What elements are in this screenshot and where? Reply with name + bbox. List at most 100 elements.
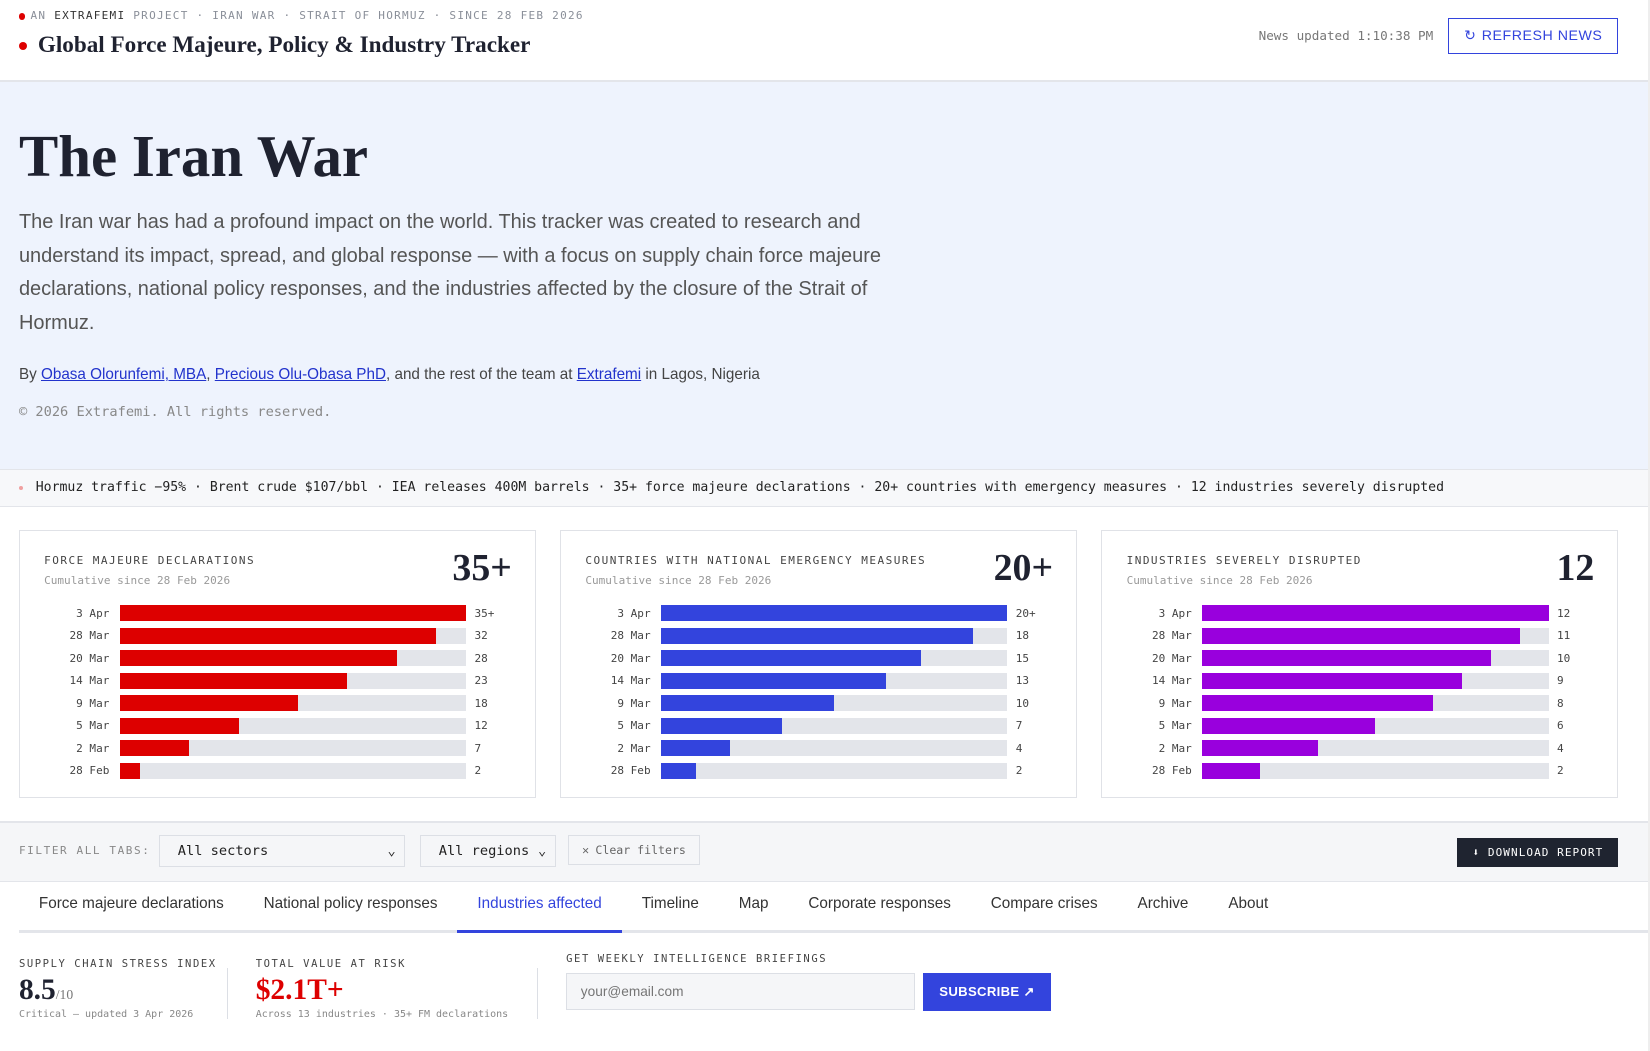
bar xyxy=(661,740,731,757)
bar xyxy=(119,695,298,712)
bar-track xyxy=(661,762,1008,779)
bar-track xyxy=(1202,717,1549,734)
intro-text: The Iran war has had a profound impact o… xyxy=(18,211,881,335)
top-bar: AN EXTRAFEMI PROJECT · IRAN WAR · STRAIT… xyxy=(0,0,1650,82)
bar-track xyxy=(661,627,1008,644)
byline: By Obasa Olorunfemi, MBA, Precious Olu-O… xyxy=(18,366,760,384)
bar-track xyxy=(1202,740,1549,757)
tab-about[interactable]: About xyxy=(1228,894,1269,912)
refresh-news-button[interactable]: ↻ REFRESH NEWS xyxy=(1448,17,1619,54)
tab-archive[interactable]: Archive xyxy=(1137,894,1189,912)
bar-value-label: 18 xyxy=(1015,629,1030,643)
chart-subtitle: Cumulative since 28 Feb 2026 xyxy=(585,574,772,588)
page-title: The Iran War xyxy=(18,122,369,189)
tab-corporate-responses[interactable]: Corporate responses xyxy=(808,894,951,912)
bar-value-label: 9 xyxy=(1556,674,1564,688)
bar-category: 28 Feb xyxy=(610,764,651,778)
tab-compare-crises[interactable]: Compare crises xyxy=(990,894,1098,912)
bar-value-label: 10 xyxy=(1556,651,1571,665)
bar xyxy=(661,762,696,779)
tab-national-policy-responses[interactable]: National policy responses xyxy=(263,894,438,912)
subscribe-label: GET WEEKLY INTELLIGENCE BRIEFINGS xyxy=(566,953,828,966)
bar-track xyxy=(661,740,1008,757)
bar-category: 14 Mar xyxy=(69,674,110,688)
org-link[interactable]: Extrafemi xyxy=(576,366,642,384)
author-link-1[interactable]: Obasa Olorunfemi, MBA xyxy=(40,366,207,384)
chart-title: FORCE MAJEURE DECLARATIONS xyxy=(44,554,256,568)
bar-row: 20 Mar 10 xyxy=(1127,647,1597,670)
bar-track xyxy=(119,695,467,712)
bar-track xyxy=(119,605,467,621)
download-report-button[interactable]: ⬇ DOWNLOAD REPORT xyxy=(1457,837,1619,867)
bar-track xyxy=(119,650,467,667)
clear-filters-button[interactable]: ✕ Clear filters xyxy=(568,835,700,865)
bar-value-label: 7 xyxy=(474,741,482,755)
chart-cards: FORCE MAJEURE DECLARATIONS Cumulative si… xyxy=(18,530,1619,798)
bar-track xyxy=(119,717,467,734)
bar-value-label: 13 xyxy=(1015,674,1030,688)
value-at-risk: TOTAL VALUE AT RISK $2.1T+ Across 13 ind… xyxy=(255,957,509,1020)
tab-force-majeure-declarations[interactable]: Force majeure declarations xyxy=(38,894,224,912)
bar-row: 20 Mar 28 xyxy=(44,647,514,670)
bar-row: 2 Mar 4 xyxy=(1127,737,1597,760)
bar xyxy=(119,672,348,689)
subscribe-button[interactable]: SUBSCRIBE ↗ xyxy=(922,973,1052,1012)
bar-category: 5 Mar xyxy=(76,719,110,733)
bar-category: 9 Mar xyxy=(1158,696,1192,710)
tab-map[interactable]: Map xyxy=(738,894,769,912)
ticker-dot-icon xyxy=(18,485,24,490)
chart-card: INDUSTRIES SEVERELY DISRUPTED Cumulative… xyxy=(1101,530,1619,798)
bar-row: 28 Mar 32 xyxy=(44,624,514,647)
bar-value-label: 28 xyxy=(474,651,488,665)
bar-row: 3 Apr 35+ xyxy=(44,602,514,625)
sector-select[interactable]: All sectors ⌄ xyxy=(158,835,406,867)
bar xyxy=(661,717,783,734)
tab-industries-affected[interactable]: Industries affected xyxy=(457,880,622,934)
chevron-down-icon: ⌄ xyxy=(387,843,396,860)
bar-category: 28 Mar xyxy=(69,629,110,643)
bar-category: 9 Mar xyxy=(617,696,651,710)
author-link-2[interactable]: Precious Olu-Obasa PhD xyxy=(214,366,386,384)
bar-row: 28 Mar 11 xyxy=(1127,624,1597,647)
tab-timeline[interactable]: Timeline xyxy=(641,894,699,912)
bar-value-label: 32 xyxy=(474,629,488,643)
bar xyxy=(661,605,1008,621)
bar-category: 14 Mar xyxy=(610,674,651,688)
news-updated: News updated 1:10:38 PM xyxy=(1258,28,1434,44)
bar-value-label: 2 xyxy=(1015,764,1023,778)
scrollbar[interactable] xyxy=(1647,0,1650,1051)
bar-row: 5 Mar 12 xyxy=(44,714,514,737)
bar-category: 5 Mar xyxy=(1158,719,1192,733)
bar xyxy=(119,605,467,621)
region-select[interactable]: All regions ⌄ xyxy=(419,835,556,867)
close-icon: ✕ xyxy=(582,843,590,858)
stress-index: SUPPLY CHAIN STRESS INDEX 8.5/10 Critica… xyxy=(18,957,217,1020)
tab-bar: Force majeure declarations National polic… xyxy=(18,880,1650,934)
bar xyxy=(661,695,835,712)
chart-headline: 12 xyxy=(1556,547,1595,590)
stats-bar: SUPPLY CHAIN STRESS INDEX 8.5/10 Critica… xyxy=(19,947,1650,1042)
bar-value-label: 2 xyxy=(1556,764,1564,778)
bar-category: 28 Mar xyxy=(1151,629,1192,643)
bar-category: 14 Mar xyxy=(1151,674,1192,688)
bar-row: 9 Mar 8 xyxy=(1127,692,1597,715)
email-input[interactable] xyxy=(566,973,916,1011)
bar-value-label: 8 xyxy=(1556,696,1564,710)
bar-value-label: 12 xyxy=(1556,606,1571,620)
bar-row: 3 Apr 20+ xyxy=(585,602,1055,625)
chart-subtitle: Cumulative since 28 Feb 2026 xyxy=(1126,574,1313,588)
bar-value-label: 20+ xyxy=(1015,606,1036,620)
site-title: Global Force Majeure, Policy & Industry … xyxy=(18,32,530,59)
bar-value-label: 11 xyxy=(1556,629,1571,643)
bar-track xyxy=(119,627,467,644)
chevron-down-icon: ⌄ xyxy=(537,843,547,860)
bar xyxy=(119,627,437,644)
ticker: Hormuz traffic −95% · Brent crude $107/b… xyxy=(0,469,1650,507)
bar-track xyxy=(119,672,467,689)
bar-category: 5 Mar xyxy=(617,719,651,733)
filter-bar: FILTER ALL TABS: All sectors ⌄ All region… xyxy=(0,820,1650,882)
chart-title: COUNTRIES WITH NATIONAL EMERGENCY MEASUR… xyxy=(585,554,927,568)
chart-headline: 20+ xyxy=(993,547,1054,590)
bar-category: 9 Mar xyxy=(76,696,110,710)
bar xyxy=(661,627,973,644)
